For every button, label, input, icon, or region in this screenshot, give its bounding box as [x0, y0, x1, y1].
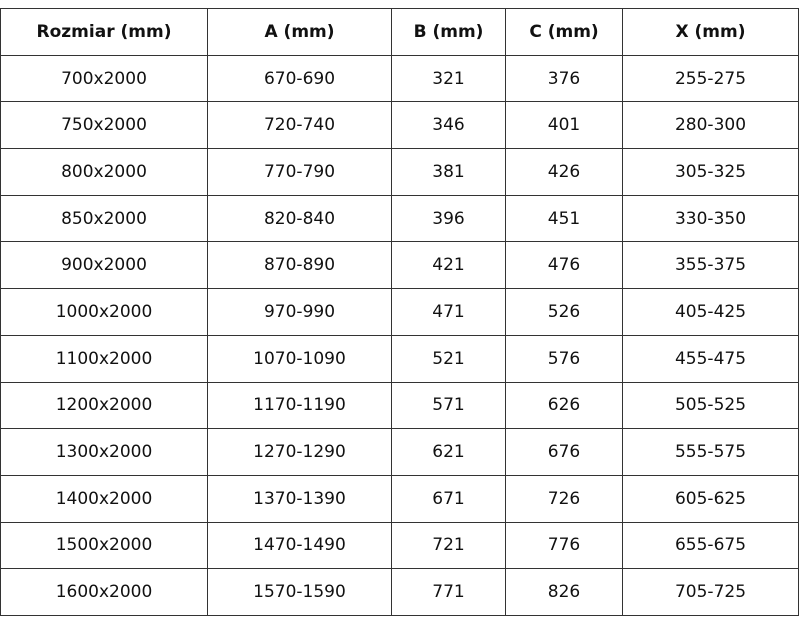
cell-x: 330-350 [622, 194, 799, 243]
cell-b: 321 [391, 54, 506, 103]
cell-b: 346 [391, 101, 506, 150]
table-row: 1400x2000 1370-1390 671 726 605-625 [0, 474, 799, 523]
table-row: 1300x2000 1270-1290 621 676 555-575 [0, 428, 799, 476]
cell-a: 770-790 [207, 148, 392, 196]
table-row: 800x2000 770-790 381 426 305-325 [0, 148, 799, 196]
cell-size: 1100x2000 [0, 334, 208, 383]
cell-a: 1470-1490 [207, 521, 392, 570]
cell-a: 820-840 [207, 194, 392, 243]
header-x: X (mm) [622, 8, 799, 56]
cell-b: 721 [391, 521, 506, 570]
cell-x: 505-525 [622, 381, 799, 430]
cell-a: 1170-1190 [207, 381, 392, 430]
table-row: 1500x2000 1470-1490 721 776 655-675 [0, 521, 799, 570]
cell-a: 670-690 [207, 54, 392, 103]
cell-c: 451 [505, 194, 623, 243]
cell-x: 555-575 [622, 428, 799, 476]
cell-a: 1370-1390 [207, 474, 392, 523]
header-c: C (mm) [505, 8, 623, 56]
cell-c: 776 [505, 521, 623, 570]
table-row: 1100x2000 1070-1090 521 576 455-475 [0, 334, 799, 383]
cell-x: 305-325 [622, 148, 799, 196]
cell-b: 381 [391, 148, 506, 196]
cell-size: 800x2000 [0, 148, 208, 196]
table-body: 700x2000 670-690 321 376 255-275 750x2000 720-… [0, 54, 799, 616]
cell-x: 705-725 [622, 568, 799, 616]
cell-c: 576 [505, 334, 623, 383]
cell-x: 605-625 [622, 474, 799, 523]
header-b: B (mm) [391, 8, 506, 56]
cell-size: 850x2000 [0, 194, 208, 243]
cell-x: 655-675 [622, 521, 799, 570]
cell-b: 621 [391, 428, 506, 476]
cell-size: 750x2000 [0, 101, 208, 150]
cell-c: 826 [505, 568, 623, 616]
cell-x: 355-375 [622, 241, 799, 290]
table-row: 900x2000 870-890 421 476 355-375 [0, 241, 799, 290]
cell-a: 1070-1090 [207, 334, 392, 383]
cell-c: 626 [505, 381, 623, 430]
cell-size: 1200x2000 [0, 381, 208, 430]
cell-b: 521 [391, 334, 506, 383]
cell-x: 405-425 [622, 288, 799, 336]
cell-b: 571 [391, 381, 506, 430]
dimensions-table: Rozmiar (mm) A (mm) B (mm) C (mm) X (mm)… [0, 8, 799, 616]
cell-b: 421 [391, 241, 506, 290]
cell-x: 280-300 [622, 101, 799, 150]
table-row: 1600x2000 1570-1590 771 826 705-725 [0, 568, 799, 616]
table-row: 1200x2000 1170-1190 571 626 505-525 [0, 381, 799, 430]
header-size: Rozmiar (mm) [0, 8, 208, 56]
cell-size: 900x2000 [0, 241, 208, 290]
table-row: 750x2000 720-740 346 401 280-300 [0, 101, 799, 150]
cell-size: 1300x2000 [0, 428, 208, 476]
cell-b: 671 [391, 474, 506, 523]
cell-size: 700x2000 [0, 54, 208, 103]
cell-b: 396 [391, 194, 506, 243]
cell-a: 970-990 [207, 288, 392, 336]
table-row: 1000x2000 970-990 471 526 405-425 [0, 288, 799, 336]
cell-a: 720-740 [207, 101, 392, 150]
cell-size: 1400x2000 [0, 474, 208, 523]
cell-c: 676 [505, 428, 623, 476]
cell-c: 476 [505, 241, 623, 290]
cell-c: 376 [505, 54, 623, 103]
header-row: Rozmiar (mm) A (mm) B (mm) C (mm) X (mm) [0, 8, 799, 56]
cell-b: 471 [391, 288, 506, 336]
cell-x: 455-475 [622, 334, 799, 383]
cell-c: 526 [505, 288, 623, 336]
cell-c: 426 [505, 148, 623, 196]
table-row: 700x2000 670-690 321 376 255-275 [0, 54, 799, 103]
cell-size: 1600x2000 [0, 568, 208, 616]
cell-size: 1500x2000 [0, 521, 208, 570]
cell-b: 771 [391, 568, 506, 616]
cell-x: 255-275 [622, 54, 799, 103]
cell-a: 870-890 [207, 241, 392, 290]
cell-a: 1270-1290 [207, 428, 392, 476]
header-a: A (mm) [207, 8, 392, 56]
cell-c: 726 [505, 474, 623, 523]
cell-a: 1570-1590 [207, 568, 392, 616]
cell-c: 401 [505, 101, 623, 150]
table-row: 850x2000 820-840 396 451 330-350 [0, 194, 799, 243]
cell-size: 1000x2000 [0, 288, 208, 336]
